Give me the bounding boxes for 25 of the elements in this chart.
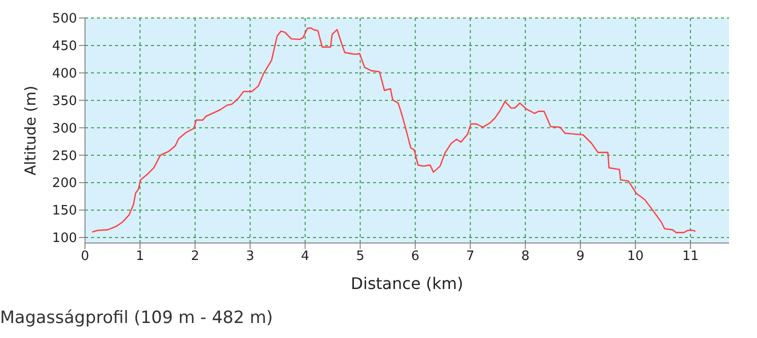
x-tick-label: 5	[356, 249, 364, 264]
x-tick-label: 11	[682, 249, 699, 264]
x-tick-label: 2	[190, 249, 200, 264]
x-tick-label: 0	[80, 249, 90, 264]
x-tick-label: 4	[301, 249, 310, 264]
y-tick-label: 300	[52, 121, 77, 136]
y-tick-label: 500	[52, 12, 77, 27]
x-tick-label: 9	[576, 249, 585, 264]
y-tick-label: 400	[52, 66, 77, 82]
x-tick-label: 8	[521, 249, 530, 264]
x-axis-title: Distance (km)	[350, 274, 464, 293]
x-tick-label: 10	[627, 249, 644, 264]
x-tick-label: 1	[136, 249, 144, 264]
y-tick-label: 250	[52, 148, 77, 164]
text: Magasságprofil (109 m - 482 m)	[0, 308, 274, 328]
y-axis-title: Altitude (m)	[21, 86, 40, 176]
y-tick-label: 450	[52, 39, 77, 54]
y-tick-label: 350	[52, 94, 77, 109]
y-tick-label: 150	[52, 204, 77, 219]
y-tick-label: 200	[52, 176, 77, 192]
x-tick-label: 6	[411, 249, 420, 264]
line-series	[92, 27, 696, 234]
x-tick-label: 3	[246, 249, 254, 264]
y-tick-label: 100	[52, 231, 77, 246]
x-tick-label: 7	[466, 249, 474, 264]
